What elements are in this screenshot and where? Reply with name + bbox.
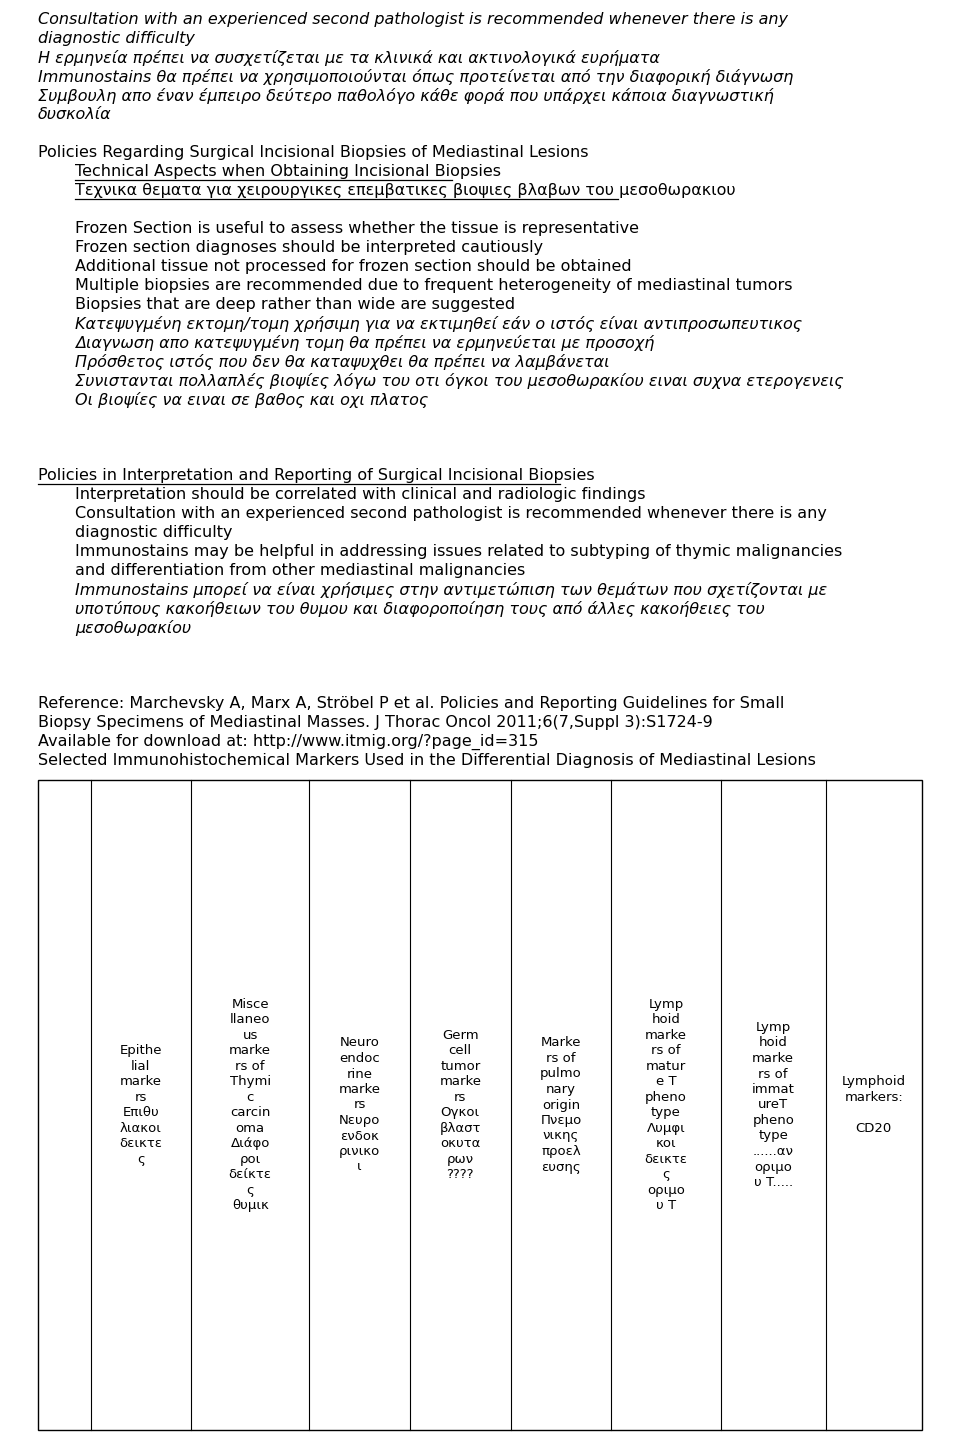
Text: Πρόσθετος ιστός που δεν θα καταψυχθει θα πρέπει να λαμβάνεται: Πρόσθετος ιστός που δεν θα καταψυχθει θα… [75,354,610,370]
Text: Available for download at: http://www.itmig.org/?page_id=315: Available for download at: http://www.it… [38,734,539,750]
Text: Lymp
hoid
marke
rs of
immat
ureT
pheno
type
......αν
οριμο
υ T.....: Lymp hoid marke rs of immat ureT pheno t… [752,1021,795,1189]
Text: Policies Regarding Surgical Incisional Biopsies of Mediastinal Lesions: Policies Regarding Surgical Incisional B… [38,145,588,160]
Text: Συμβουλη απο έναν έμπειρο δεύτερο παθολόγο κάθε φορά που υπάρχει κάποια διαγνωστ: Συμβουλη απο έναν έμπειρο δεύτερο παθολό… [38,88,774,104]
Text: diagnostic difficulty: diagnostic difficulty [38,32,195,46]
Text: Immunostains θα πρέπει να χρησιμοποιούνται όπως προτείνεται από την διαφορική δι: Immunostains θα πρέπει να χρησιμοποιούντ… [38,69,793,85]
Text: δυσκολία: δυσκολία [38,107,111,122]
Text: Consultation with an experienced second pathologist is recommended whenever ther: Consultation with an experienced second … [75,505,827,521]
Text: Διαγνωση απο κατεψυγμένη τομη θα πρέπει να ερμηνεύεται με προσοχή: Διαγνωση απο κατεψυγμένη τομη θα πρέπει … [75,336,655,351]
Text: μεσοθωρακίου: μεσοθωρακίου [75,621,191,636]
Bar [38,780,922,1430]
Text: and differentiation from other mediastinal malignancies: and differentiation from other mediastin… [75,563,525,577]
Text: Marke
rs of
pulmo
nary
origin
Πνεμο
νικης
προελ
ευσης: Marke rs of pulmo nary origin Πνεμο νικη… [540,1037,582,1174]
Text: Lymp
hoid
marke
rs of
matur
e T
pheno
type
Λυμφι
κοι
δεικτε
ς
οριμο
υ T: Lymp hoid marke rs of matur e T pheno ty… [644,998,687,1212]
Text: Biopsies that are deep rather than wide are suggested: Biopsies that are deep rather than wide … [75,297,516,312]
Text: Immunostains may be helpful in addressing issues related to subtyping of thymic : Immunostains may be helpful in addressin… [75,544,842,559]
Text: Epithe
lial
marke
rs
Επιθυ
λιακοι
δεικτε
ς: Epithe lial marke rs Επιθυ λιακοι δεικτε… [119,1044,162,1166]
Text: Misce
llaneo
us
marke
rs of
Thymi
c
carcin
oma
Διάφο
ροι
δείκτε
ς
θυμικ: Misce llaneo us marke rs of Thymi c carc… [228,998,272,1212]
Text: Frozen section diagnoses should be interpreted cautiously: Frozen section diagnoses should be inter… [75,240,543,255]
Text: Interpretation should be correlated with clinical and radiologic findings: Interpretation should be correlated with… [75,487,645,503]
Text: Frozen Section is useful to assess whether the tissue is representative: Frozen Section is useful to assess wheth… [75,220,639,236]
Text: Multiple biopsies are recommended due to frequent heterogeneity of mediastinal t: Multiple biopsies are recommended due to… [75,278,793,292]
Text: Neuro
endoc
rine
marke
rs
Νευρο
ενδοκ
ρινικο
ι: Neuro endoc rine marke rs Νευρο ενδοκ ρι… [339,1037,381,1174]
Text: Biopsy Specimens of Mediastinal Masses. J Thorac Oncol 2011;6(7,Suppl 3):S1724-9: Biopsy Specimens of Mediastinal Masses. … [38,716,712,730]
Text: Reference: Marchevsky A, Marx A, Ströbel P et al. Policies and Reporting Guideli: Reference: Marchevsky A, Marx A, Ströbel… [38,696,784,711]
Text: Τεχνικα θεματα για χειρουργικες επεμβατικες βιοψιες βλαβων του μεσοθωρακιου: Τεχνικα θεματα για χειρουργικες επεμβατι… [75,183,735,197]
Text: υποτύπους κακοήθειων του θυμου και διαφοροποίηση τους από άλλες κακοήθειες του: υποτύπους κακοήθειων του θυμου και διαφο… [75,600,765,616]
Text: diagnostic difficulty: diagnostic difficulty [75,526,232,540]
Text: Η ερμηνεία πρέπει να συσχετίζεται με τα κλινικά και ακτινολογικά ευρήματα: Η ερμηνεία πρέπει να συσχετίζεται με τα … [38,50,660,66]
Text: Lymphoid
markers:

CD20: Lymphoid markers: CD20 [842,1076,906,1135]
Text: Additional tissue not processed for frozen section should be obtained: Additional tissue not processed for froz… [75,259,632,274]
Text: Συνιστανται πολλαπλές βιοψίες λόγω του οτι όγκοι του μεσοθωρακίου ειναι συχνα ετ: Συνιστανται πολλαπλές βιοψίες λόγω του ο… [75,373,844,389]
Text: Consultation with an experienced second pathologist is recommended whenever ther: Consultation with an experienced second … [38,12,788,27]
Text: Immunostains μπορεί να είναι χρήσιμες στην αντιμετώπιση των θεμάτων που σχετίζον: Immunostains μπορεί να είναι χρήσιμες στ… [75,582,828,598]
Text: Selected Immunohistochemical Markers Used in the Differential Diagnosis of Media: Selected Immunohistochemical Markers Use… [38,753,816,768]
Text: Policies in Interpretation and Reporting of Surgical Incisional Biopsies: Policies in Interpretation and Reporting… [38,468,594,482]
Text: Κατεψυγμένη εκτομη/τομη χρήσιμη για να εκτιμηθεί εάν ο ιστός είναι αντιπροσωπευτ: Κατεψυγμένη εκτομη/τομη χρήσιμη για να ε… [75,315,803,333]
Text: Germ
cell
tumor
marke
rs
Ογκοι
βλαστ
οκυτα
ρων
????: Germ cell tumor marke rs Ογκοι βλαστ οκυ… [440,1028,481,1181]
Text: Οι βιοψίες να ειναι σε βαθος και οχι πλατος: Οι βιοψίες να ειναι σε βαθος και οχι πλα… [75,392,428,408]
Text: Technical Aspects when Obtaining Incisional Biopsies: Technical Aspects when Obtaining Incisio… [75,164,501,179]
